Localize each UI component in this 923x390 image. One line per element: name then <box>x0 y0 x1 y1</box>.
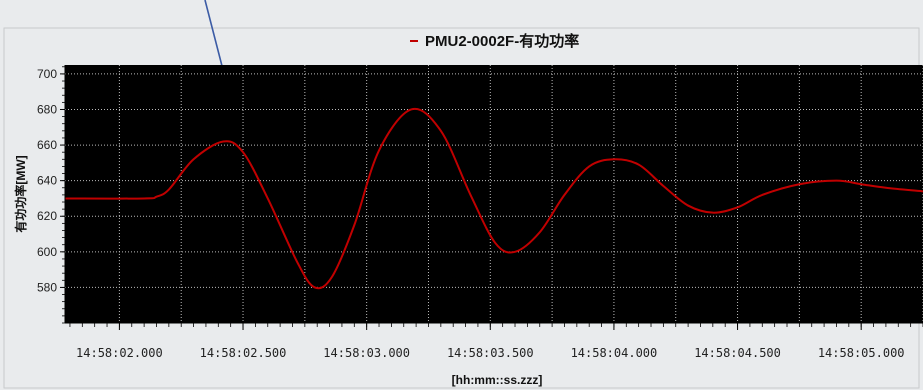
x-tick-label: 14:58:04.500 <box>694 346 781 360</box>
legend: PMU2-0002F-有功功率 <box>410 32 579 50</box>
y-tick-label: 660 <box>37 138 57 152</box>
gridlines <box>65 65 923 323</box>
y-axis: 580 600 620 640 660 680 700 <box>37 65 66 324</box>
x-tick-label: 14:58:03.500 <box>447 346 534 360</box>
y-tick-label: 640 <box>37 174 57 188</box>
chart-title: PMU2-0002F-有功功率 <box>425 32 579 50</box>
plot-area <box>65 65 923 323</box>
series-line-active-power <box>65 107 923 290</box>
y-tick-label: 680 <box>37 102 57 116</box>
x-tick-label: 14:58:03.000 <box>323 346 410 360</box>
x-tick-label: 14:58:02.000 <box>76 346 163 360</box>
y-tick-label: 620 <box>37 209 57 223</box>
x-tick-label: 14:58:02.500 <box>200 346 287 360</box>
x-tick-label: 14:58:05.000 <box>818 346 905 360</box>
x-axis-label: [hh:mm::ss.zzz] <box>452 373 543 387</box>
y-tick-label: 600 <box>37 245 57 259</box>
y-tick-label: 700 <box>37 67 57 81</box>
x-tick-label: 14:58:04.000 <box>571 346 658 360</box>
y-tick-label: 580 <box>37 280 57 294</box>
y-axis-label: 有功功率[MW] <box>13 155 28 232</box>
x-axis: 14:58:02.000 14:58:02.500 14:58:03.000 14:5… <box>65 322 923 360</box>
